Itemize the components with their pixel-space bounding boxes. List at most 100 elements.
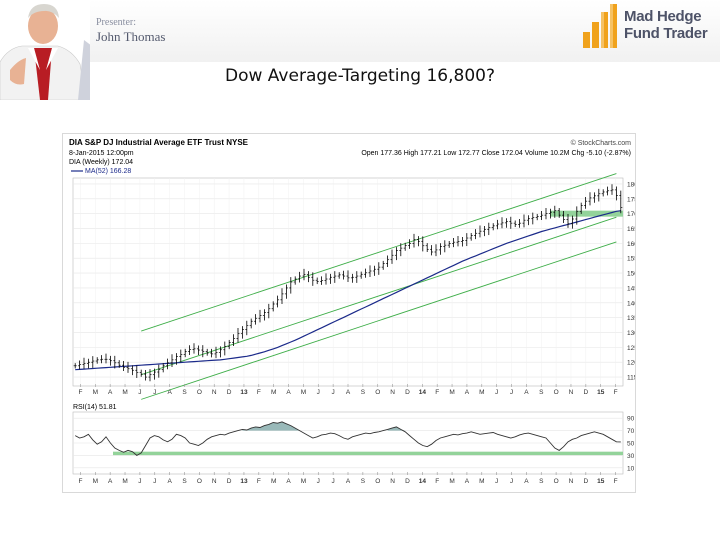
rsi-fill-layer [242, 421, 406, 431]
price-y-tick-label: 130 [627, 330, 635, 337]
price-x-tick-label: F [614, 389, 618, 396]
rsi-x-tick-label: A [346, 478, 351, 485]
rsi-x-tick-label: F [435, 478, 439, 485]
price-x-tick-label: M [271, 389, 276, 396]
price-y-tick-label: 120 [627, 360, 635, 367]
rsi-y-tick-label: 30 [627, 453, 635, 460]
rsi-x-tick-label: A [108, 478, 113, 485]
chart-ma-label: MA(52) 166.28 [85, 168, 131, 175]
slide-title: Dow Average-Targeting 16,800? [225, 66, 495, 86]
rsi-x-axis: F M A M J J A S O N D 13 F M A M J J A S O N D 14 F M A M J J A S O N D 15 F [78, 472, 618, 485]
trend-channel-lower-line [141, 241, 617, 400]
rsi-x-tick-label: M [449, 478, 454, 485]
price-x-tick-label: 13 [240, 389, 248, 396]
rsi-x-tick-label: O [197, 478, 202, 485]
rsi-x-tick-label: J [153, 478, 156, 485]
rsi-y-tick-label: 90 [627, 416, 635, 423]
brand-name-line1: Mad Hedge [624, 8, 702, 25]
support-band [550, 210, 623, 217]
rsi-line [74, 421, 621, 456]
rsi-x-tick-label: A [286, 478, 291, 485]
chart-quote: Open 177.36 High 177.21 Low 172.77 Close… [361, 150, 631, 157]
stock-chart: DIA S&P DJ Industrial Average ETF Trust … [62, 133, 638, 493]
price-x-tick-label: A [108, 389, 113, 396]
rsi-x-tick-label: O [375, 478, 380, 485]
price-x-tick-label: M [449, 389, 454, 396]
price-x-tick-label: 15 [597, 389, 605, 396]
presenter-name: John Thomas [96, 29, 166, 44]
rsi-x-tick-label: S [539, 478, 544, 485]
stock-chart-svg: DIA S&P DJ Industrial Average ETF Trust … [63, 134, 638, 492]
chart-watermark: © StockCharts.com [571, 139, 632, 147]
rsi-line-layer [74, 421, 621, 456]
rsi-x-tick-label: M [271, 478, 276, 485]
rsi-x-tick-label: S [182, 478, 187, 485]
rsi-x-tick-label: M [93, 478, 98, 485]
price-y-tick-label: 150 [627, 271, 635, 278]
price-x-tick-label: F [78, 389, 82, 396]
price-y-tick-label: 140 [627, 300, 635, 307]
price-x-tick-label: J [317, 389, 320, 396]
price-x-tick-label: J [510, 389, 513, 396]
rsi-x-tick-label: S [361, 478, 366, 485]
presenter-photo [0, 0, 90, 100]
price-y-axis: 115 120 125 130 135 140 145 150 155 160 165 170 175 1… [627, 181, 638, 381]
rsi-x-tick-label: N [212, 478, 217, 485]
price-x-tick-label: M [93, 389, 98, 396]
price-x-tick-label: J [138, 389, 141, 396]
price-x-tick-label: J [153, 389, 156, 396]
rsi-y-tick-label: 70 [627, 428, 635, 435]
rsi-x-tick-label: N [569, 478, 574, 485]
ma-line-layer [75, 210, 621, 371]
price-y-tick-label: 160 [627, 241, 635, 248]
rsi-x-tick-label: D [227, 478, 232, 485]
rsi-y-axis: 10 30 50 70 90 [627, 416, 635, 473]
price-x-tick-label: D [583, 389, 588, 396]
price-y-tick-label: 155 [627, 256, 635, 263]
price-y-tick-label: 135 [627, 315, 635, 322]
rsi-x-tick-label: F [614, 478, 618, 485]
price-x-tick-label: N [212, 389, 217, 396]
rsi-x-tick-label: M [301, 478, 306, 485]
rsi-y-tick-label: 10 [627, 465, 635, 472]
rsi-x-tick-label: J [510, 478, 513, 485]
rsi-x-tick-label: M [479, 478, 484, 485]
rsi-x-tick-label: J [332, 478, 335, 485]
brand-logo-icon [583, 4, 617, 48]
rsi-x-tick-label: M [122, 478, 127, 485]
rsi-x-tick-label: 14 [419, 478, 427, 485]
rsi-y-tick-label: 50 [627, 441, 635, 448]
rsi-x-tick-label: A [524, 478, 529, 485]
price-x-tick-label: M [122, 389, 127, 396]
price-x-tick-label: S [361, 389, 366, 396]
price-x-tick-label: N [569, 389, 574, 396]
rsi-x-tick-label: F [78, 478, 82, 485]
price-x-tick-label: 14 [419, 389, 427, 396]
rsi-x-tick-label: J [317, 478, 320, 485]
rsi-x-tick-label: A [167, 478, 172, 485]
price-bars-layer [73, 184, 623, 382]
rsi-x-tick-label: N [390, 478, 395, 485]
brand-name-line2: Fund Trader [624, 25, 708, 42]
price-x-tick-label: A [524, 389, 529, 396]
price-x-tick-label: S [182, 389, 187, 396]
price-x-tick-label: O [375, 389, 380, 396]
rsi-x-tick-label: O [554, 478, 559, 485]
price-x-tick-label: F [257, 389, 261, 396]
price-x-tick-label: O [197, 389, 202, 396]
price-x-tick-label: N [390, 389, 395, 396]
price-y-tick-label: 170 [627, 211, 635, 218]
price-x-tick-label: A [167, 389, 172, 396]
presenter-label: Presenter: [96, 17, 136, 28]
brand-name: Mad Hedge Fund Trader [624, 8, 720, 42]
price-x-tick-label: S [539, 389, 544, 396]
chart-series-label: DIA (Weekly) 172.04 [69, 159, 133, 166]
price-x-tick-label: M [301, 389, 306, 396]
price-x-tick-label: M [479, 389, 484, 396]
price-x-tick-label: A [465, 389, 470, 396]
rsi-band [113, 451, 623, 456]
rsi-overbought-fill [242, 421, 406, 431]
chart-date: 8-Jan-2015 12:00pm [69, 150, 134, 157]
rsi-x-tick-label: D [583, 478, 588, 485]
price-x-tick-label: J [332, 389, 335, 396]
